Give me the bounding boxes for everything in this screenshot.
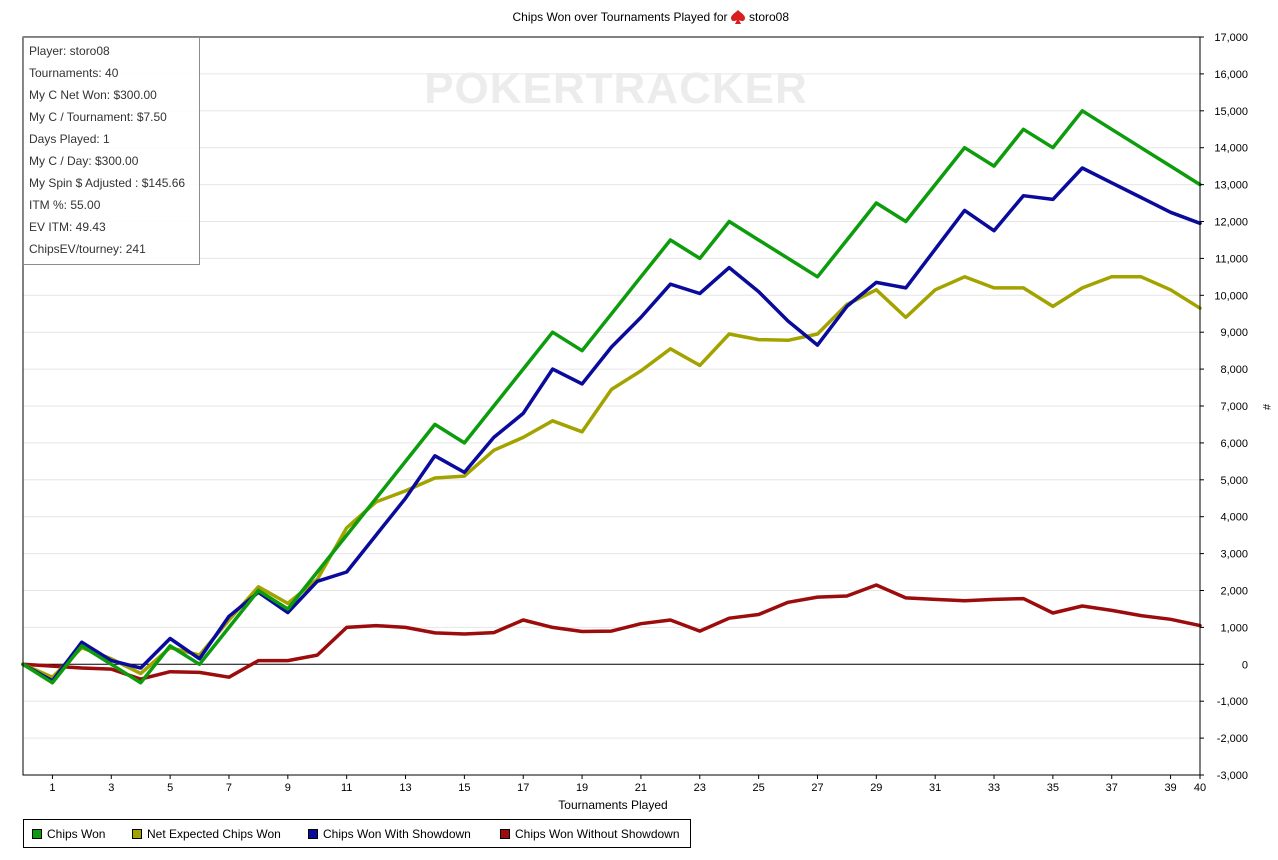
legend-swatch-with-showdown	[308, 828, 318, 839]
legend-label: Chips Won Without Showdown	[515, 827, 680, 841]
chart-title-text: Chips Won over Tournaments Played for	[513, 10, 728, 24]
y-tick-label: 6,000	[1220, 438, 1248, 450]
chart-title-player: storo08	[749, 10, 789, 24]
y-tick-label: 10,000	[1214, 290, 1248, 302]
series-line-chips-won-without-showdown	[21, 583, 1202, 681]
chart-legend: Chips Won Net Expected Chips Won Chips W…	[23, 819, 691, 848]
stat-itm-percent: ITM %: 55.00	[29, 198, 101, 212]
y-tick-label: -3,000	[1217, 770, 1248, 782]
y-tick-label: 4,000	[1220, 512, 1248, 524]
x-tick-label: 25	[753, 782, 765, 794]
series-line-net-expected-chips-won	[21, 275, 1202, 679]
y-tick-label: 15,000	[1214, 106, 1248, 118]
x-tick-label: 27	[811, 782, 823, 794]
x-tick-label: 21	[635, 782, 647, 794]
y-tick-label: 0	[1242, 659, 1248, 671]
x-tick-label: 11	[341, 782, 352, 794]
series-lines	[21, 109, 1202, 685]
y-tick-label: 5,000	[1220, 475, 1248, 487]
legend-swatch-net-expected	[132, 828, 142, 839]
y-tick-label: 11,000	[1215, 253, 1248, 265]
stat-net-won: My C Net Won: $300.00	[29, 88, 157, 102]
y-tick-label: 13,000	[1214, 180, 1248, 192]
player-stats-panel: Player: storo08 Tournaments: 40 My C Net…	[23, 37, 200, 265]
x-tick-label: 35	[1047, 782, 1059, 794]
x-tick-label: 7	[226, 782, 232, 794]
stat-spin-adjusted: My Spin $ Adjusted : $145.66	[29, 176, 186, 190]
stat-tournaments: Tournaments: 40	[29, 66, 119, 80]
x-axis-ticks: 1 3 5 7 9 11 13 15 17 19 21 23 25 27 29 31 33 35 37 39 40	[49, 775, 1206, 794]
y-tick-label: -2,000	[1217, 733, 1248, 745]
x-tick-label: 5	[167, 782, 173, 794]
legend-swatch-chips-won	[32, 828, 42, 839]
y-tick-label: 9,000	[1220, 327, 1248, 339]
legend-label: Chips Won With Showdown	[323, 827, 471, 841]
y-tick-label: 7,000	[1220, 401, 1248, 413]
y-axis-label: #	[1260, 404, 1272, 411]
x-tick-label: 31	[929, 782, 941, 794]
x-tick-label: 37	[1106, 782, 1118, 794]
stat-player: Player: storo08	[29, 44, 110, 58]
x-tick-label: 23	[694, 782, 706, 794]
y-tick-label: 14,000	[1214, 143, 1248, 155]
legend-item-with-showdown[interactable]: Chips Won With Showdown	[308, 827, 471, 841]
spade-icon	[731, 10, 745, 24]
stat-chips-ev-per-tourney: ChipsEV/tourney: 241	[29, 242, 146, 256]
y-tick-label: -1,000	[1217, 696, 1248, 708]
chart-title: Chips Won over Tournaments Played for	[513, 10, 728, 24]
x-tick-label: 3	[108, 782, 114, 794]
y-tick-label: 3,000	[1220, 549, 1248, 561]
y-tick-label: 17,000	[1214, 32, 1248, 44]
grid-lines	[23, 36, 1200, 776]
x-tick-label: 9	[285, 782, 291, 794]
series-line-chips-won	[21, 109, 1202, 685]
y-axis-ticks: 17,000 16,000 15,000 14,000 13,000 12,000 11,0…	[1200, 32, 1248, 782]
y-tick-label: 16,000	[1214, 69, 1248, 81]
stat-days-played: Days Played: 1	[29, 132, 110, 146]
stat-per-day: My C / Day: $300.00	[29, 154, 139, 168]
x-tick-label: 13	[399, 782, 411, 794]
x-tick-label: 1	[49, 782, 55, 794]
x-tick-label: 15	[458, 782, 470, 794]
x-tick-label: 33	[988, 782, 1000, 794]
legend-item-net-expected[interactable]: Net Expected Chips Won	[132, 827, 281, 841]
legend-item-chips-won[interactable]: Chips Won	[32, 827, 105, 841]
x-tick-label: 40	[1194, 782, 1206, 794]
stat-per-tournament: My C / Tournament: $7.50	[29, 110, 167, 124]
y-tick-label: 12,000	[1214, 217, 1248, 229]
x-axis-label: Tournaments Played	[558, 798, 667, 812]
x-tick-label: 29	[870, 782, 882, 794]
series-line-chips-won-with-showdown	[21, 166, 1202, 683]
y-tick-label: 8,000	[1220, 364, 1248, 376]
y-tick-label: 1,000	[1220, 622, 1248, 634]
stat-ev-itm: EV ITM: 49.43	[29, 220, 106, 234]
x-tick-label: 39	[1164, 782, 1176, 794]
x-tick-label: 19	[576, 782, 588, 794]
legend-label: Net Expected Chips Won	[147, 827, 281, 841]
x-tick-label: 17	[517, 782, 529, 794]
y-tick-label: 2,000	[1220, 586, 1248, 598]
watermark-logo: POKERTRACKER	[424, 64, 808, 113]
legend-swatch-without-showdown	[500, 828, 510, 839]
legend-item-without-showdown[interactable]: Chips Won Without Showdown	[500, 827, 680, 841]
legend-label: Chips Won	[47, 827, 106, 841]
